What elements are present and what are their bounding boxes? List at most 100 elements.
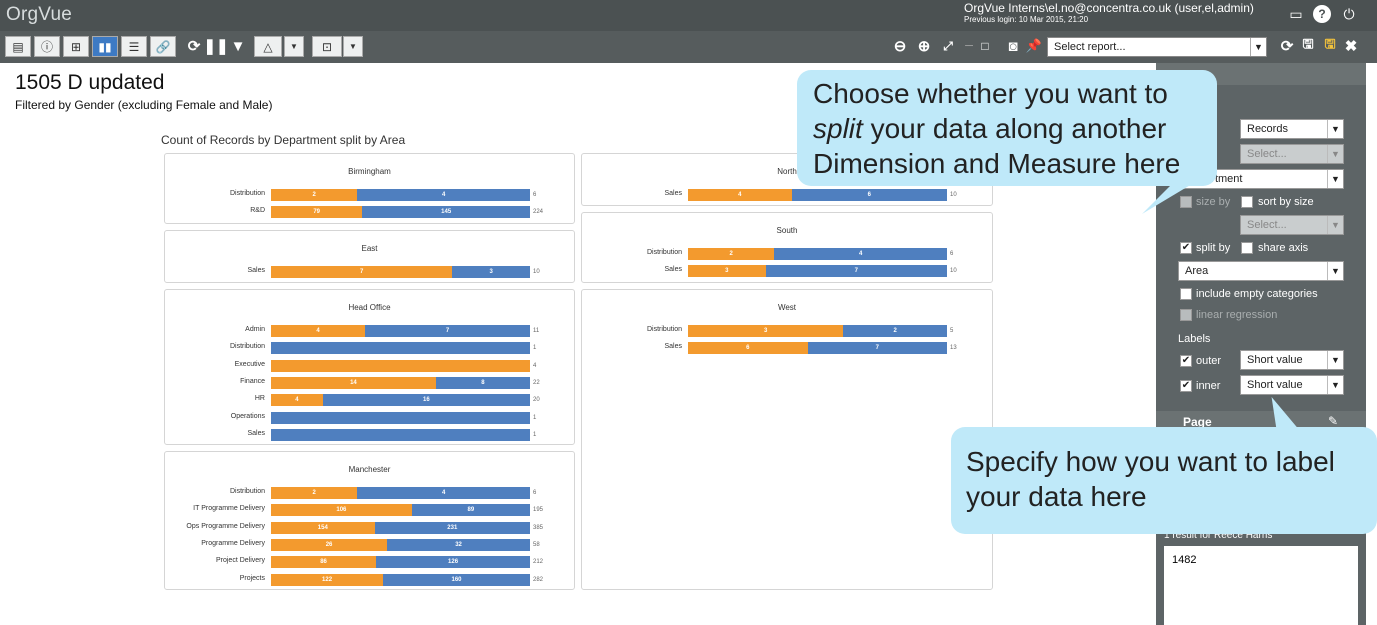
bar-segment[interactable] <box>271 359 530 372</box>
power-icon[interactable]: ⏻ <box>1343 5 1355 22</box>
bar-segment[interactable]: 3 <box>688 265 766 278</box>
split-by-checkbox[interactable]: ✔ <box>1180 242 1192 254</box>
bar-segment[interactable]: 8 <box>435 376 530 389</box>
split-callout-line2-text: your data along another <box>862 113 1167 144</box>
shape-dropdown-icon[interactable]: ▼ <box>284 36 304 57</box>
sync-icon[interactable]: ⟳ <box>1280 38 1294 55</box>
size-by-checkbox[interactable] <box>1180 196 1192 208</box>
bar-segment[interactable]: 14 <box>271 376 436 389</box>
frame-icon[interactable]: □ <box>981 39 989 53</box>
bar-segment[interactable]: 4 <box>357 189 530 201</box>
save-icon[interactable]: 🖫 <box>1324 36 1336 51</box>
bar-total-label: 224 <box>533 209 544 216</box>
inner-label-dropdown[interactable]: Short value ▼ <box>1240 375 1344 395</box>
bar-segment[interactable]: 6 <box>688 342 808 355</box>
secondary-measure-dropdown[interactable]: Select... ▼ <box>1240 144 1344 164</box>
monitor-icon[interactable]: ▭ <box>1289 5 1303 22</box>
bar-segment[interactable]: 160 <box>383 573 530 586</box>
chart-panel-head-office: Head Office Admin 4 7 11 Distribution 1 Executi… <box>164 289 575 445</box>
measure-dropdown[interactable]: Records ▼ <box>1240 119 1344 139</box>
bar-segment[interactable]: 4 <box>357 487 530 499</box>
table-view-button[interactable]: ▤ <box>5 36 31 57</box>
bar-segment[interactable]: 3 <box>452 266 530 278</box>
split-emphasis: split <box>813 113 863 144</box>
bar-segment[interactable]: 79 <box>271 206 363 219</box>
split-by-dropdown[interactable]: Area ▼ <box>1178 261 1344 281</box>
zoom-in-icon[interactable]: ⊕ <box>917 38 931 55</box>
size-by-dropdown[interactable]: Select... ▼ <box>1240 215 1344 235</box>
label-callout-line2: your data here <box>966 481 1147 512</box>
inner-label-checkbox[interactable]: ✔ <box>1180 380 1192 392</box>
filter-icon[interactable]: ▼ <box>230 37 246 55</box>
bar-segment[interactable] <box>271 342 530 355</box>
camera-icon[interactable]: ◙ <box>1008 37 1018 55</box>
select-report-dropdown[interactable]: Select report... ▼ <box>1047 37 1267 57</box>
include-empty-checkbox[interactable] <box>1180 288 1192 300</box>
outer-label-checkbox[interactable]: ✔ <box>1180 355 1192 367</box>
help-icon[interactable]: ? <box>1313 5 1331 23</box>
share-axis-checkbox[interactable] <box>1241 242 1253 254</box>
bar-segment[interactable]: 7 <box>365 325 530 337</box>
pin-icon[interactable]: 📌 <box>1025 38 1043 53</box>
link-view-button[interactable]: 🔗 <box>150 36 176 57</box>
bar-category-label: Ops Programme Delivery <box>186 522 265 530</box>
outer-label-dropdown[interactable]: Short value ▼ <box>1240 350 1344 370</box>
pause-icon[interactable]: ❚❚ <box>203 38 229 55</box>
bar-segment[interactable]: 2 <box>271 189 358 201</box>
page-heading: Page <box>1183 415 1212 429</box>
bar-segment[interactable]: 4 <box>271 394 323 407</box>
bar-segment[interactable]: 4 <box>271 325 366 337</box>
bar-total-label: 10 <box>950 268 957 275</box>
list-view-button[interactable]: ☰ <box>121 36 147 57</box>
bar-segment[interactable]: 26 <box>271 538 388 551</box>
close-icon[interactable]: ✖ <box>1344 38 1358 55</box>
bar-segment[interactable]: 106 <box>271 504 412 517</box>
linear-regression-checkbox[interactable] <box>1180 309 1192 321</box>
chart-panel-birmingham: Birmingham Distribution 2 4 6 R&D 79 145 224 <box>164 153 575 224</box>
expand-icon[interactable]: ⤢ <box>943 38 953 53</box>
info-view-button[interactable]: ⓘ <box>34 36 60 57</box>
bookmark-button[interactable]: ⊡ <box>312 36 342 57</box>
bar-segment[interactable]: 122 <box>271 573 384 586</box>
bar-segment[interactable] <box>271 428 530 441</box>
bar-segment[interactable]: 145 <box>362 206 530 219</box>
bar-segment[interactable]: 32 <box>387 538 530 551</box>
bar-segment[interactable]: 89 <box>411 504 530 517</box>
split-callout-line2: split your data along another <box>813 111 1201 146</box>
shape-button[interactable]: △ <box>254 36 282 57</box>
bar-total-label: 4 <box>533 362 537 369</box>
chart-view-button[interactable]: ▮▮ <box>92 36 118 57</box>
share-axis-label: share axis <box>1258 242 1309 254</box>
bar-segment[interactable]: 3 <box>688 325 844 337</box>
bar-segment[interactable]: 86 <box>271 556 377 569</box>
edit-icon[interactable]: ✎ <box>1328 414 1339 428</box>
split-callout-line3: Dimension and Measure here <box>813 148 1181 179</box>
bar-segment[interactable]: 16 <box>322 394 530 407</box>
bar-segment[interactable]: 126 <box>376 556 530 569</box>
split-by-label: split by <box>1196 242 1231 254</box>
bar-segment[interactable]: 7 <box>807 342 947 355</box>
tree-view-button[interactable]: ⊞ <box>63 36 89 57</box>
bar-segment[interactable]: 7 <box>271 266 453 278</box>
bar-segment[interactable]: 7 <box>765 265 947 278</box>
zoom-out-icon[interactable]: ⊖ <box>893 38 907 55</box>
bookmark-dropdown-icon[interactable]: ▼ <box>343 36 363 57</box>
slider-icon[interactable]: ─ <box>965 40 973 52</box>
bar-segment[interactable]: 6 <box>791 189 947 201</box>
bar-segment[interactable]: 154 <box>271 521 375 534</box>
bar-total-label: 20 <box>533 397 540 404</box>
bar-segment[interactable]: 2 <box>843 325 947 337</box>
chevron-down-icon: ▼ <box>1327 376 1343 394</box>
bar-segment[interactable]: 231 <box>374 521 530 534</box>
save-as-icon[interactable]: 🖫 <box>1302 36 1314 51</box>
refresh-icon[interactable]: ⟳ <box>187 38 201 55</box>
labels-heading: Labels <box>1178 333 1211 345</box>
sort-by-size-checkbox[interactable] <box>1241 196 1253 208</box>
bar-segment[interactable]: 2 <box>688 248 775 260</box>
bar-segment[interactable]: 2 <box>271 487 358 499</box>
bar-segment[interactable]: 4 <box>688 189 792 201</box>
bar-segment[interactable]: 4 <box>774 248 947 260</box>
bar-segment[interactable] <box>271 411 530 424</box>
chart-panel-title: West <box>777 303 797 312</box>
bar-category-label: Distribution <box>229 190 265 197</box>
